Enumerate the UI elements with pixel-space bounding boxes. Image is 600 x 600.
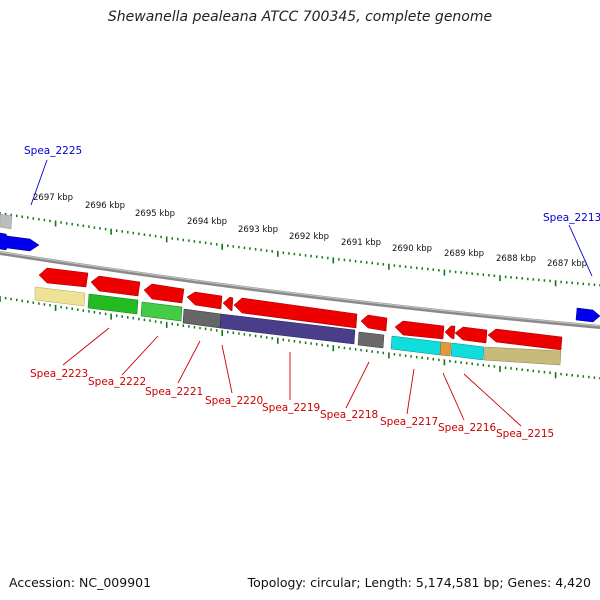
- cds-arrow-red-8[interactable]: [394, 320, 445, 340]
- accession-label: Accession: NC_009901: [9, 575, 152, 590]
- kbp-tick-label: 2694 kbp: [187, 217, 227, 227]
- cds-block-orange[interactable]: [439, 341, 452, 357]
- kbp-tick-label: 2696 kbp: [85, 201, 125, 211]
- cds-arrow-red-11[interactable]: [487, 328, 563, 351]
- topology-label: Topology: circular; Length: 5,174,581 bp…: [247, 575, 591, 590]
- tick-track: [0, 212, 600, 380]
- kbp-tick-label: 2688 kbp: [496, 254, 536, 264]
- cds-block-spea-2219[interactable]: [219, 313, 356, 345]
- gene-label-spea-2225[interactable]: Spea_2225: [24, 145, 82, 157]
- genome-title: Shewanella pealeana ATCC 700345, complet…: [107, 9, 493, 25]
- cds-block-grey[interactable]: [0, 213, 13, 230]
- kbp-tick-label: 2697 kbp: [33, 193, 73, 203]
- cds-block-spea-2216[interactable]: [450, 342, 485, 361]
- cds-block-spea-2222[interactable]: [87, 293, 139, 315]
- gene-label-spea-2218[interactable]: Spea_2218: [320, 409, 378, 421]
- gene-label-spea-2219[interactable]: Spea_2219: [262, 402, 320, 414]
- cds-arrow-red-2[interactable]: [90, 275, 141, 297]
- cds-track: [0, 213, 600, 366]
- cds-block-spea-2220[interactable]: [182, 308, 222, 329]
- cds-block-spea-2218[interactable]: [357, 331, 385, 349]
- cds-arrow-red-7[interactable]: [360, 314, 388, 332]
- cds-arrow-red-5[interactable]: [222, 296, 234, 312]
- cds-block-spea-2217[interactable]: [390, 335, 442, 356]
- cds-block-spea-2223[interactable]: [34, 286, 86, 307]
- cds-arrow-red-9[interactable]: [444, 325, 456, 340]
- cds-arrow-red-6[interactable]: [233, 297, 358, 329]
- kbp-tick-label: 2690 kbp: [392, 244, 432, 254]
- cds-arrow-spea-2213[interactable]: [575, 307, 600, 323]
- kbp-tick-label: 2693 kbp: [238, 225, 278, 235]
- genome-backbone-highlight: [0, 251, 600, 327]
- gene-label-spea-2221[interactable]: Spea_2221: [145, 386, 203, 398]
- genome-backbone: [0, 251, 600, 329]
- kbp-tick-label: 2689 kbp: [444, 249, 484, 259]
- gene-label-spea-2217[interactable]: Spea_2217: [380, 416, 438, 428]
- gene-label-spea-2222[interactable]: Spea_2222: [88, 376, 146, 388]
- gene-label-spea-2220[interactable]: Spea_2220: [205, 395, 263, 407]
- cds-block-spea-2215[interactable]: [483, 346, 562, 366]
- gene-label-spea-2213[interactable]: Spea_2213: [543, 212, 600, 224]
- cds-arrow-red-3[interactable]: [143, 283, 185, 304]
- gene-label-spea-2223[interactable]: Spea_2223: [30, 368, 88, 380]
- cds-arrow-red-10[interactable]: [454, 326, 488, 344]
- cds-arrow-red-4[interactable]: [186, 291, 223, 310]
- gene-label-spea-2216[interactable]: Spea_2216: [438, 422, 497, 434]
- kbp-scale: 2697 kbp 2696 kbp 2695 kbp 2694 kbp 2693 kbp…: [33, 193, 587, 269]
- kbp-tick-label: 2691 kbp: [341, 238, 381, 248]
- gene-labels: Spea_2225 Spea_2213 Spea_2223 Spea_2222 …: [24, 145, 600, 440]
- gene-label-spea-2215[interactable]: Spea_2215: [496, 428, 554, 440]
- leader-lines: [30, 159, 593, 427]
- kbp-tick-label: 2692 kbp: [289, 232, 329, 242]
- cds-arrow-spea-2225[interactable]: [0, 232, 40, 252]
- cds-block-spea-2221[interactable]: [140, 301, 183, 322]
- cds-arrow-red-1[interactable]: [38, 267, 89, 288]
- kbp-tick-label: 2695 kbp: [135, 209, 175, 219]
- kbp-tick-label: 2687 kbp: [547, 259, 587, 269]
